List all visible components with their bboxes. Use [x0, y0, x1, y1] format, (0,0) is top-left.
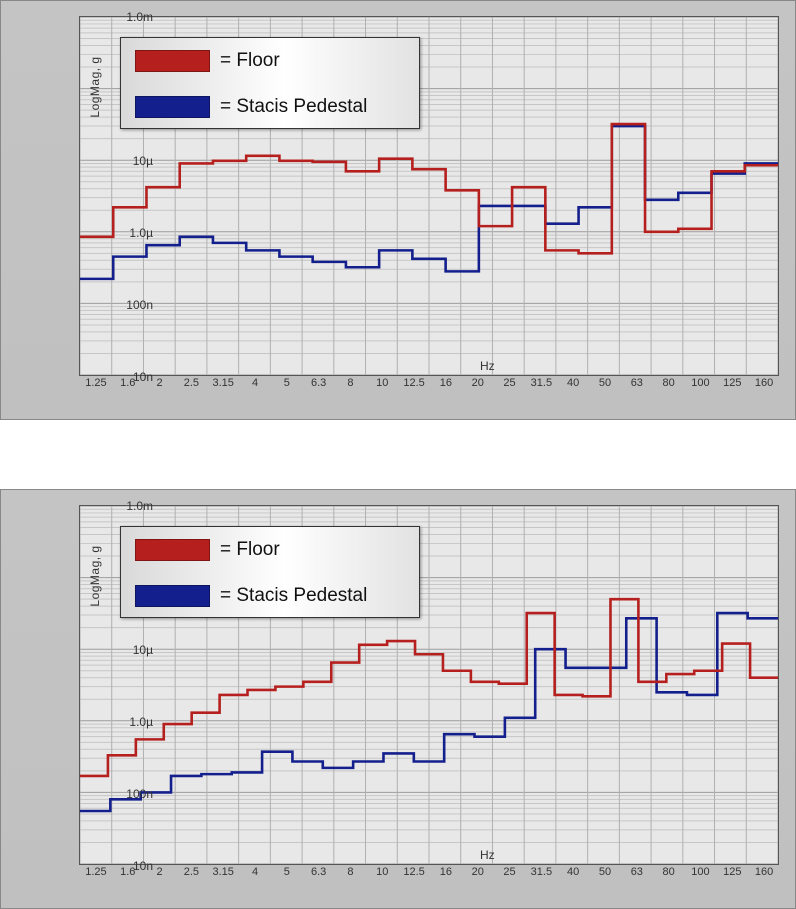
ylabel-chart-top: LogMag, g: [88, 17, 102, 157]
legend-label-chart-top-0: = Floor: [220, 50, 280, 72]
xtick-chart-top-3: 2.5: [184, 377, 199, 389]
ylabel-chart-bottom: LogMag, g: [88, 506, 102, 646]
xtick-chart-top-9: 10: [376, 377, 388, 389]
xtick-chart-top-12: 20: [472, 377, 484, 389]
xtick-chart-top-8: 8: [347, 377, 353, 389]
xtick-chart-bottom-4: 3.15: [212, 866, 233, 878]
xtick-chart-bottom-2: 2: [156, 866, 162, 878]
xtick-chart-top-14: 31.5: [531, 377, 552, 389]
legend-label-chart-bottom-1: = Stacis Pedestal: [220, 585, 367, 607]
ytick-chart-bottom-4: 100n: [126, 787, 153, 801]
chart-gap-spacer: [0, 420, 796, 489]
ytick-chart-top-3: 1.0µ: [129, 226, 153, 240]
xtick-chart-top-15: 40: [567, 377, 579, 389]
xtick-chart-bottom-12: 20: [472, 866, 484, 878]
floor-color-swatch: [135, 50, 210, 72]
xtick-chart-bottom-8: 8: [347, 866, 353, 878]
xtick-chart-bottom-3: 2.5: [184, 866, 199, 878]
xtick-chart-top-11: 16: [440, 377, 452, 389]
legend-label-chart-bottom-0: = Floor: [220, 539, 280, 561]
xtick-chart-bottom-16: 50: [599, 866, 611, 878]
plot-area-chart-bottom: 1.0m100µ10µ1.0µ100n10n1.251.622.53.15456…: [79, 505, 779, 865]
xtick-chart-top-20: 125: [723, 377, 741, 389]
chart-panel-chart-bottom: 1.0m100µ10µ1.0µ100n10n1.251.622.53.15456…: [0, 489, 796, 909]
chart-panel-chart-top: 1.0m100µ10µ1.0µ100n10n1.251.622.53.15456…: [0, 0, 796, 420]
xtick-chart-bottom-17: 63: [631, 866, 643, 878]
xtick-chart-top-21: 160: [755, 377, 773, 389]
xtick-chart-top-13: 25: [503, 377, 515, 389]
legend-box-chart-bottom: = Floor = Stacis Pedestal: [120, 526, 420, 618]
ytick-chart-bottom-2: 10µ: [133, 643, 153, 657]
xtick-chart-bottom-14: 31.5: [531, 866, 552, 878]
xtick-chart-top-18: 80: [663, 377, 675, 389]
legend-row-chart-top-1: = Stacis Pedestal: [121, 84, 419, 130]
xtick-chart-top-17: 63: [631, 377, 643, 389]
ytick-chart-bottom-5: 10n: [133, 859, 153, 873]
legend-row-chart-bottom-1: = Stacis Pedestal: [121, 573, 419, 619]
ytick-chart-top-5: 10n: [133, 370, 153, 384]
ytick-chart-top-4: 100n: [126, 298, 153, 312]
xtick-chart-bottom-9: 10: [376, 866, 388, 878]
xtick-chart-top-4: 3.15: [212, 377, 233, 389]
xtick-chart-top-0: 1.25: [85, 377, 106, 389]
xtick-chart-bottom-13: 25: [503, 866, 515, 878]
legend-label-chart-top-1: = Stacis Pedestal: [220, 96, 367, 118]
xtick-chart-bottom-10: 12.5: [403, 866, 424, 878]
xtick-chart-bottom-11: 16: [440, 866, 452, 878]
xtick-chart-top-1: 1.6: [120, 377, 135, 389]
ytick-chart-top-0: 1.0m: [126, 10, 153, 24]
xtick-chart-bottom-1: 1.6: [120, 866, 135, 878]
legend-box-chart-top: = Floor = Stacis Pedestal: [120, 37, 420, 129]
xlabel-chart-bottom: Hz: [480, 848, 495, 862]
xtick-chart-bottom-5: 4: [252, 866, 258, 878]
xtick-chart-top-2: 2: [156, 377, 162, 389]
xtick-chart-top-19: 100: [691, 377, 709, 389]
xtick-chart-top-7: 6.3: [311, 377, 326, 389]
xtick-chart-bottom-6: 5: [284, 866, 290, 878]
xtick-chart-bottom-7: 6.3: [311, 866, 326, 878]
xtick-chart-top-16: 50: [599, 377, 611, 389]
xtick-chart-top-5: 4: [252, 377, 258, 389]
ytick-chart-top-2: 10µ: [133, 154, 153, 168]
xtick-chart-bottom-15: 40: [567, 866, 579, 878]
xtick-chart-bottom-18: 80: [663, 866, 675, 878]
floor-color-swatch: [135, 539, 210, 561]
xtick-chart-bottom-19: 100: [691, 866, 709, 878]
xtick-chart-top-6: 5: [284, 377, 290, 389]
stacis-color-swatch: [135, 585, 210, 607]
legend-row-chart-top-0: = Floor: [121, 38, 419, 84]
xtick-chart-bottom-0: 1.25: [85, 866, 106, 878]
xlabel-chart-top: Hz: [480, 359, 495, 373]
ytick-chart-bottom-0: 1.0m: [126, 499, 153, 513]
legend-row-chart-bottom-0: = Floor: [121, 527, 419, 573]
stacis-color-swatch: [135, 96, 210, 118]
xtick-chart-bottom-20: 125: [723, 866, 741, 878]
xtick-chart-top-10: 12.5: [403, 377, 424, 389]
xtick-chart-bottom-21: 160: [755, 866, 773, 878]
plot-area-chart-top: 1.0m100µ10µ1.0µ100n10n1.251.622.53.15456…: [79, 16, 779, 376]
ytick-chart-bottom-3: 1.0µ: [129, 715, 153, 729]
